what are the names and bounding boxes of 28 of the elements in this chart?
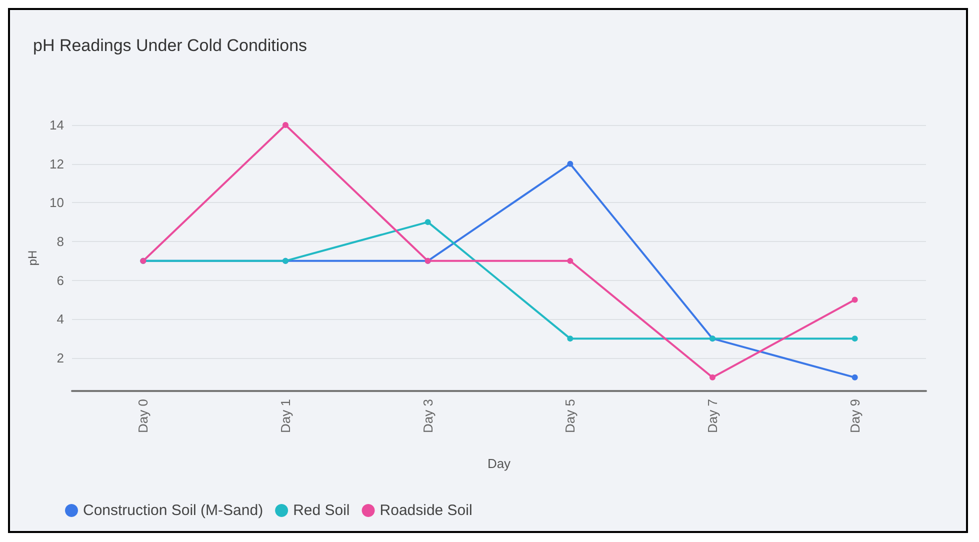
point [424,219,431,226]
y-tick-label: 2 [56,350,64,366]
x-tick-label: Day 1 [278,399,293,433]
point [852,374,858,380]
y-tick-label: 14 [50,118,64,132]
point [567,336,574,342]
point [282,122,288,128]
point [852,336,858,342]
point [710,374,716,380]
point [567,258,574,264]
y-tick-label: 12 [50,156,64,172]
chart-title: pH Readings Under Cold Conditions [33,36,308,55]
point [852,296,858,303]
x-tick-label: Day 0 [136,399,151,433]
x-axis-title: Day [487,456,512,471]
y-tick-label: 4 [56,312,64,327]
legend-label: Red Soil [293,502,350,519]
point [567,160,574,167]
x-tick-label: Day 5 [562,399,578,433]
y-axis-title: pH [26,250,40,266]
x-tick-label: Day 7 [705,399,720,433]
x-tick-label: Day 3 [420,399,436,433]
y-tick-label: 10 [50,195,64,210]
x-tick-label: Day 9 [847,399,862,433]
y-tick-label: 8 [56,234,64,249]
legend-label: Construction Soil (M-Sand) [83,502,264,519]
legend-label: Roadside Soil [380,502,472,519]
y-tick-label: 6 [56,272,64,288]
